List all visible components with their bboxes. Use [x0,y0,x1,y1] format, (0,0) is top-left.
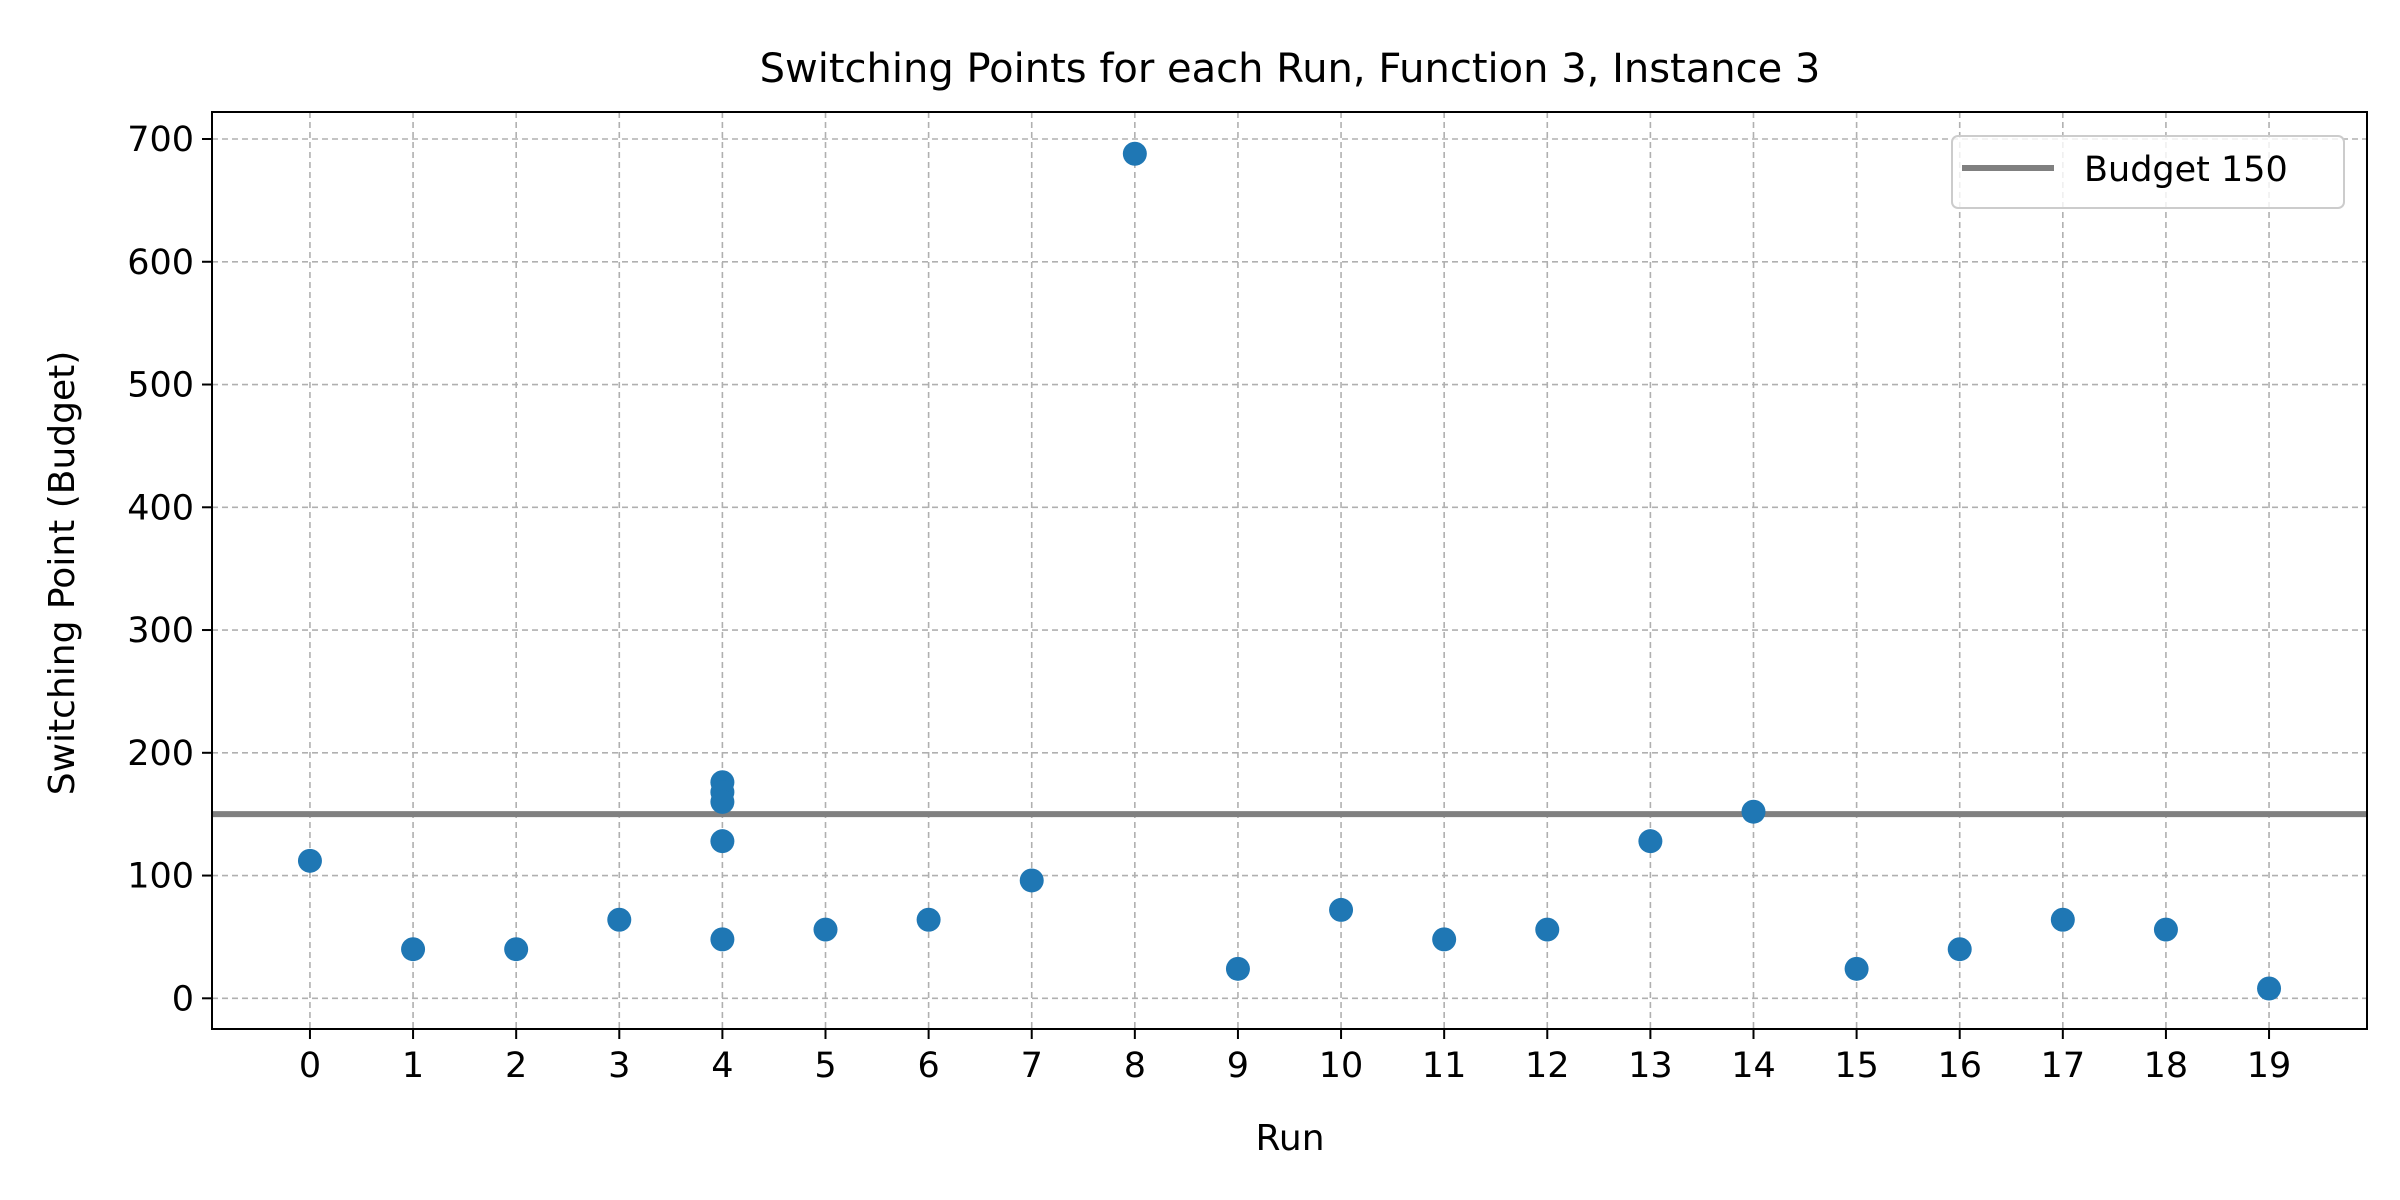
data-point [1638,829,1663,854]
data-point [1329,897,1354,922]
data-point [2153,917,2178,942]
data-point [2050,907,2075,932]
x-tick-label: 4 [711,1046,733,1086]
x-tick-label: 5 [814,1046,836,1086]
plot-area-frame [211,111,2368,1030]
data-point [813,917,838,942]
y-tick-label: 600 [127,243,194,283]
chart-title: Switching Points for each Run, Function … [760,46,1821,92]
x-tick-label: 14 [1731,1046,1776,1086]
data-points [297,141,2282,1001]
grid [212,112,2367,1029]
x-tick-label: 16 [1937,1046,1982,1086]
data-point [1432,927,1457,952]
x-tick-label: 3 [608,1046,630,1086]
x-tick-label: 17 [2041,1046,2086,1086]
legend-box [1951,135,2345,209]
x-tick-label: 13 [1628,1046,1673,1086]
y-tick-label: 0 [172,979,194,1019]
y-tick-label: 500 [127,366,194,406]
x-tick-label: 10 [1319,1046,1364,1086]
y-tick-label: 400 [127,488,194,528]
x-axis-label: Run [1255,1118,1324,1159]
data-point [2257,976,2282,1001]
x-tick-label: 15 [1834,1046,1879,1086]
y-tick-label: 700 [127,120,194,160]
x-tick-label: 12 [1525,1046,1570,1086]
data-point [504,937,529,962]
y-tick-label: 300 [127,611,194,651]
legend-label-reference-line: Budget 150 [2084,150,2288,190]
data-point [1225,956,1250,981]
x-tick-label: 6 [917,1046,939,1086]
axis-ticks: 0 1 2 3 4 5 6 7 8 9 10 11 12 13 14 15 16 17 18 190100200300… [127,120,2291,1086]
y-tick-label: 100 [127,857,194,897]
data-point [401,937,426,962]
data-point [1535,917,1560,942]
x-tick-label: 2 [505,1046,527,1086]
data-point [710,789,735,814]
data-point [1844,956,1869,981]
x-tick-label: 18 [2144,1046,2189,1086]
x-tick-label: 0 [299,1046,321,1086]
legend: Budget 150 [1951,135,2345,209]
y-axis-label: Switching Point (Budget) [42,351,83,796]
data-point [710,927,735,952]
data-point [297,848,322,873]
x-tick-label: 19 [2247,1046,2292,1086]
x-tick-label: 1 [402,1046,424,1086]
x-tick-label: 7 [1021,1046,1043,1086]
data-point [710,829,735,854]
x-tick-label: 11 [1422,1046,1467,1086]
data-point [1947,937,1972,962]
data-point [607,907,632,932]
y-tick-label: 200 [127,734,194,774]
data-point [1741,799,1766,824]
data-point [916,907,941,932]
data-point [1019,868,1044,893]
data-point [1122,141,1147,166]
x-tick-label: 9 [1227,1046,1249,1086]
x-tick-label: 8 [1124,1046,1146,1086]
